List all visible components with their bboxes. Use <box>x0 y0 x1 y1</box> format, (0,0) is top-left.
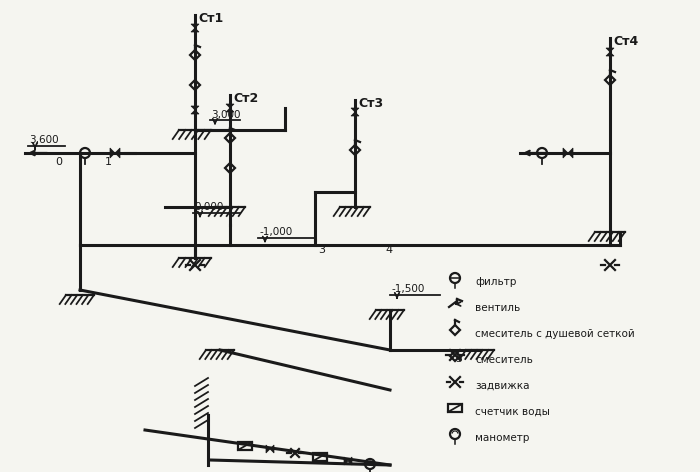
Polygon shape <box>606 48 614 52</box>
Text: манометр: манометр <box>475 433 529 443</box>
Polygon shape <box>191 106 199 110</box>
Text: 0: 0 <box>55 157 62 167</box>
Polygon shape <box>351 112 359 116</box>
Text: 1: 1 <box>105 157 112 167</box>
Text: 0,000: 0,000 <box>194 202 223 212</box>
Polygon shape <box>568 148 573 158</box>
Text: 5: 5 <box>455 354 462 364</box>
Text: фильтр: фильтр <box>475 277 517 287</box>
Text: Ст3: Ст3 <box>358 97 383 110</box>
Polygon shape <box>191 110 199 114</box>
Text: Ст1: Ст1 <box>198 12 223 25</box>
Polygon shape <box>110 148 115 158</box>
Text: -1,000: -1,000 <box>259 227 293 237</box>
Text: -1,500: -1,500 <box>391 284 424 294</box>
Polygon shape <box>191 28 199 32</box>
Polygon shape <box>191 24 199 28</box>
Text: 4: 4 <box>385 245 392 255</box>
Polygon shape <box>115 148 120 158</box>
Polygon shape <box>266 445 270 453</box>
Polygon shape <box>226 108 234 112</box>
Polygon shape <box>226 104 234 108</box>
Polygon shape <box>348 457 352 465</box>
Text: смеситель с душевой сеткой: смеситель с душевой сеткой <box>475 329 635 339</box>
Polygon shape <box>351 108 359 112</box>
Text: 3: 3 <box>318 245 325 255</box>
Polygon shape <box>344 457 348 465</box>
Text: задвижка: задвижка <box>475 381 529 391</box>
Text: смеситель: смеситель <box>475 355 533 365</box>
Text: Ст4: Ст4 <box>613 35 638 48</box>
Text: счетчик воды: счетчик воды <box>475 407 550 417</box>
Polygon shape <box>606 52 614 56</box>
Text: Ст2: Ст2 <box>233 92 258 105</box>
Polygon shape <box>270 445 274 453</box>
Text: 3,000: 3,000 <box>211 110 241 120</box>
Polygon shape <box>563 148 568 158</box>
Text: 3,600: 3,600 <box>29 135 59 145</box>
Text: вентиль: вентиль <box>475 303 520 313</box>
